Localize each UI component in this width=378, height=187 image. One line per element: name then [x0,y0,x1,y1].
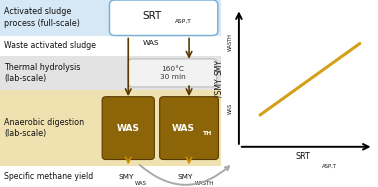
Text: WAS: WAS [135,181,146,186]
Text: 160°C
30 min: 160°C 30 min [160,66,185,80]
Text: ASP,T: ASP,T [322,164,337,169]
Text: WAS: WAS [117,124,140,133]
Text: WASTH: WASTH [195,181,214,186]
Text: SRT: SRT [143,11,161,21]
FancyBboxPatch shape [102,97,154,160]
FancyBboxPatch shape [128,59,217,87]
Text: SRT: SRT [295,152,310,161]
FancyBboxPatch shape [160,97,218,160]
Text: /SMY: /SMY [215,79,224,97]
Text: Thermal hydrolysis
(lab-scale): Thermal hydrolysis (lab-scale) [5,62,81,83]
Text: WASTH: WASTH [228,33,233,51]
Text: SMY: SMY [178,174,194,180]
FancyBboxPatch shape [110,0,218,36]
Text: Specific methane yield: Specific methane yield [5,172,94,181]
Text: WAS: WAS [143,40,160,46]
Text: WAS: WAS [172,124,194,133]
Bar [0,36,221,56]
Text: ASP,T: ASP,T [175,19,192,24]
Bar [0,0,221,36]
Text: Anaerobic digestion
(lab-scale): Anaerobic digestion (lab-scale) [5,118,85,139]
Text: SMY: SMY [215,59,224,75]
Text: TH: TH [202,131,211,136]
Text: Activated sludge
process (full-scale): Activated sludge process (full-scale) [5,7,80,28]
Text: Waste activated sludge: Waste activated sludge [5,41,96,50]
Bar [0,56,221,90]
Bar [0,166,221,187]
FancyArrowPatch shape [140,165,229,185]
Text: WAS: WAS [228,103,233,114]
Bar [0,90,221,166]
Text: SMY: SMY [118,174,134,180]
